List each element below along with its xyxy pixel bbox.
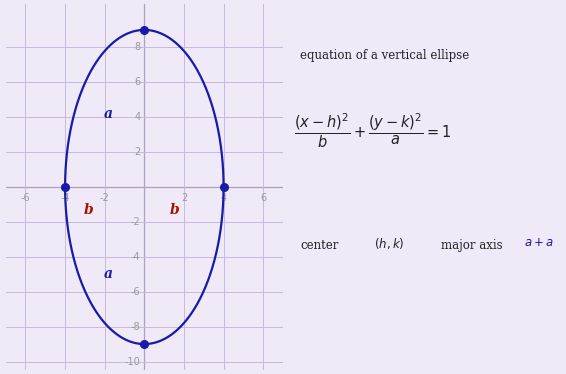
- Text: -2: -2: [100, 193, 110, 203]
- Text: $(h, k)$: $(h, k)$: [374, 236, 404, 251]
- Text: -10: -10: [125, 356, 140, 367]
- Text: -4: -4: [60, 193, 70, 203]
- Text: a: a: [104, 107, 113, 121]
- Text: equation of a vertical ellipse: equation of a vertical ellipse: [300, 49, 469, 62]
- Text: $\dfrac{(x-h)^2}{b}+\dfrac{(y-k)^2}{a}=1$: $\dfrac{(x-h)^2}{b}+\dfrac{(y-k)^2}{a}=1…: [294, 112, 452, 150]
- Text: a: a: [104, 267, 113, 281]
- Text: -8: -8: [131, 322, 140, 332]
- Text: center: center: [300, 239, 338, 252]
- Text: 2: 2: [181, 193, 187, 203]
- Text: -6: -6: [20, 193, 31, 203]
- Text: -2: -2: [131, 217, 140, 227]
- Text: 6: 6: [134, 77, 140, 87]
- Text: 8: 8: [134, 42, 140, 52]
- Text: 4: 4: [134, 112, 140, 122]
- Text: $a+a$: $a+a$: [524, 236, 554, 249]
- Text: -4: -4: [131, 252, 140, 262]
- Text: -6: -6: [131, 287, 140, 297]
- Text: 4: 4: [221, 193, 226, 203]
- Text: b: b: [84, 203, 94, 217]
- Text: 6: 6: [260, 193, 266, 203]
- Text: 2: 2: [134, 147, 140, 157]
- Text: major axis: major axis: [441, 239, 503, 252]
- Text: b: b: [169, 203, 179, 217]
